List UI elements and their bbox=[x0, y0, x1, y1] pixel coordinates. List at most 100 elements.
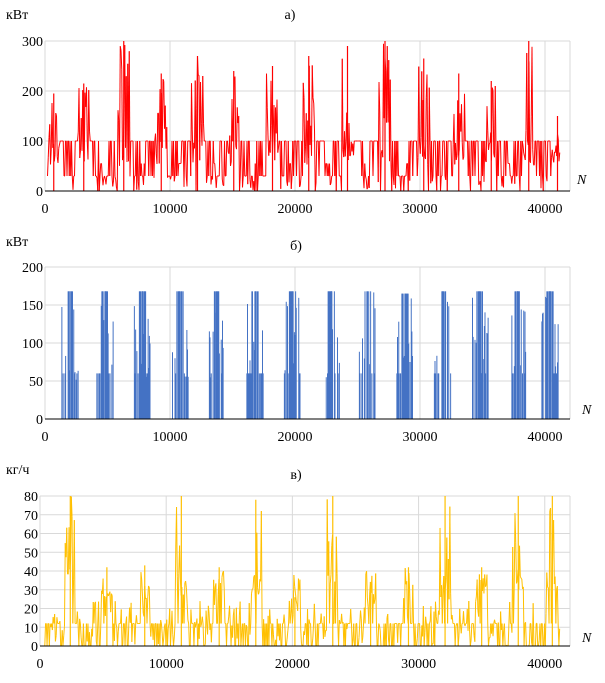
series-segment bbox=[281, 140, 283, 177]
series-segment bbox=[79, 150, 81, 158]
series-segment bbox=[270, 80, 273, 126]
series-segment bbox=[308, 65, 311, 145]
series-segment bbox=[242, 175, 244, 188]
series-segment bbox=[457, 635, 460, 647]
series-segment bbox=[187, 619, 190, 624]
series-segment bbox=[536, 140, 538, 177]
series-segment bbox=[323, 616, 326, 637]
y-tick-label: 200 bbox=[22, 85, 43, 100]
series-segment bbox=[243, 140, 246, 177]
series-segment bbox=[329, 182, 332, 186]
series-segment bbox=[524, 130, 527, 160]
series-segment bbox=[302, 82, 305, 98]
series-segment bbox=[188, 623, 190, 647]
series-segment bbox=[248, 140, 251, 180]
series-segment bbox=[234, 76, 237, 146]
x-tick-label: 20000 bbox=[275, 657, 310, 672]
series-segment bbox=[519, 545, 521, 577]
series-segment bbox=[366, 571, 368, 598]
series-segment bbox=[278, 140, 280, 148]
panel-title: в) bbox=[290, 468, 302, 483]
series-segment bbox=[64, 140, 66, 177]
series-segment bbox=[229, 135, 231, 166]
series-segment bbox=[470, 140, 472, 192]
series-segment bbox=[558, 152, 561, 162]
series-segment bbox=[54, 113, 57, 155]
series-segment bbox=[276, 99, 279, 153]
series-segment bbox=[185, 580, 187, 588]
series-segment bbox=[512, 588, 515, 624]
series-segment bbox=[299, 185, 301, 188]
series-segment bbox=[110, 593, 113, 596]
series-segment bbox=[112, 180, 114, 187]
y-tick-label: 100 bbox=[22, 135, 43, 150]
series-segment bbox=[285, 140, 288, 182]
series-segment bbox=[368, 140, 371, 188]
series-segment bbox=[426, 74, 429, 165]
series-segment bbox=[530, 116, 532, 163]
series-segment bbox=[419, 137, 422, 154]
series-segment bbox=[335, 536, 338, 574]
series-segment bbox=[167, 623, 170, 629]
series-segment bbox=[63, 543, 66, 627]
series-segment bbox=[515, 542, 517, 584]
series-segment bbox=[336, 573, 339, 624]
series-segment bbox=[215, 175, 218, 188]
series-segment bbox=[257, 175, 259, 191]
series-segment bbox=[521, 140, 523, 177]
series-segment bbox=[201, 616, 204, 624]
series-segment bbox=[408, 573, 411, 594]
series-segment bbox=[239, 140, 242, 177]
series-segment bbox=[486, 574, 489, 624]
series-segment bbox=[238, 615, 240, 647]
series-segment bbox=[365, 175, 367, 180]
series-segment bbox=[511, 175, 513, 184]
series-segment bbox=[373, 599, 376, 604]
series-segment bbox=[472, 140, 474, 177]
series-segment bbox=[300, 628, 302, 644]
series-segment bbox=[200, 82, 202, 124]
series-segment bbox=[389, 79, 392, 165]
series-segment bbox=[59, 621, 62, 647]
series-segment bbox=[291, 614, 294, 624]
series-segment bbox=[358, 623, 361, 638]
series-segment bbox=[288, 163, 291, 183]
series-segment bbox=[346, 623, 349, 630]
series-segment bbox=[207, 605, 209, 635]
series-segment bbox=[533, 140, 536, 166]
panel-title: б) bbox=[290, 239, 302, 254]
series-segment bbox=[150, 623, 153, 637]
series-segment bbox=[99, 163, 102, 177]
series-segment bbox=[286, 630, 289, 640]
series-segment bbox=[79, 618, 81, 624]
series-segment bbox=[185, 587, 188, 604]
series-segment bbox=[141, 579, 143, 597]
series-segment bbox=[432, 140, 435, 177]
series-segment bbox=[472, 623, 475, 636]
x-tick-label: 10000 bbox=[153, 430, 188, 445]
series-segment bbox=[329, 574, 332, 584]
series-segment bbox=[256, 532, 259, 588]
series-segment bbox=[210, 623, 213, 643]
series-segment bbox=[241, 140, 243, 188]
series-segment bbox=[520, 577, 523, 580]
series-segment bbox=[550, 507, 552, 624]
series-segment bbox=[356, 623, 358, 647]
series-segment bbox=[177, 573, 180, 624]
series-segment bbox=[261, 140, 264, 177]
series-segment bbox=[258, 579, 261, 593]
series-segment bbox=[141, 596, 144, 614]
series-segment bbox=[362, 140, 364, 177]
series-segment bbox=[351, 640, 354, 647]
series-segment bbox=[230, 161, 232, 167]
series-segment bbox=[246, 626, 249, 647]
series-segment bbox=[284, 623, 287, 647]
series-segment bbox=[419, 623, 421, 647]
series-segment bbox=[221, 178, 224, 186]
series-segment bbox=[314, 182, 317, 192]
series-segment bbox=[375, 623, 378, 647]
series-segment bbox=[437, 140, 440, 177]
series-segment bbox=[92, 140, 95, 177]
series-segment bbox=[78, 88, 81, 158]
series-segment bbox=[544, 613, 547, 647]
